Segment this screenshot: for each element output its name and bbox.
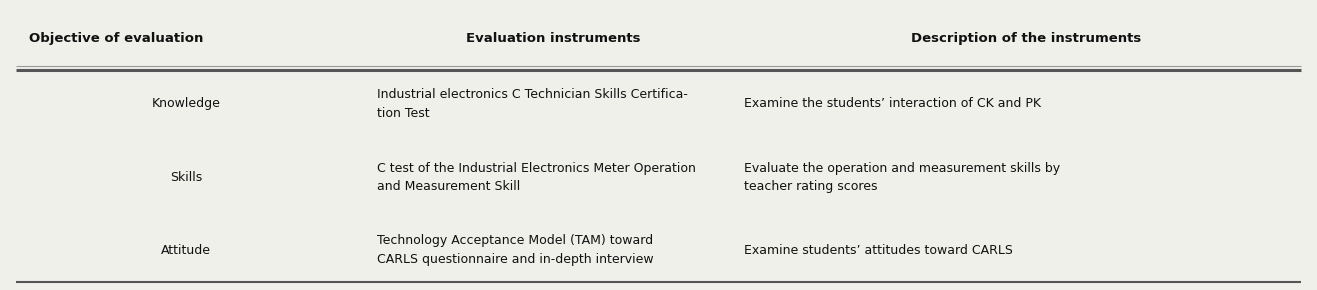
Text: Skills: Skills — [170, 171, 203, 184]
Text: Objective of evaluation: Objective of evaluation — [29, 32, 203, 45]
Text: Evaluation instruments: Evaluation instruments — [466, 32, 641, 45]
Text: Knowledge: Knowledge — [151, 97, 221, 110]
Text: Evaluate the operation and measurement skills by
teacher rating scores: Evaluate the operation and measurement s… — [744, 162, 1060, 193]
Text: Examine the students’ interaction of CK and PK: Examine the students’ interaction of CK … — [744, 97, 1040, 110]
Text: Attitude: Attitude — [162, 244, 212, 257]
Text: Description of the instruments: Description of the instruments — [910, 32, 1141, 45]
Text: Examine students’ attitudes toward CARLS: Examine students’ attitudes toward CARLS — [744, 244, 1013, 257]
Text: C test of the Industrial Electronics Meter Operation
and Measurement Skill: C test of the Industrial Electronics Met… — [377, 162, 695, 193]
Text: Technology Acceptance Model (TAM) toward
CARLS questionnaire and in-depth interv: Technology Acceptance Model (TAM) toward… — [377, 235, 653, 266]
Text: Industrial electronics C Technician Skills Certifica-
tion Test: Industrial electronics C Technician Skil… — [377, 88, 687, 119]
